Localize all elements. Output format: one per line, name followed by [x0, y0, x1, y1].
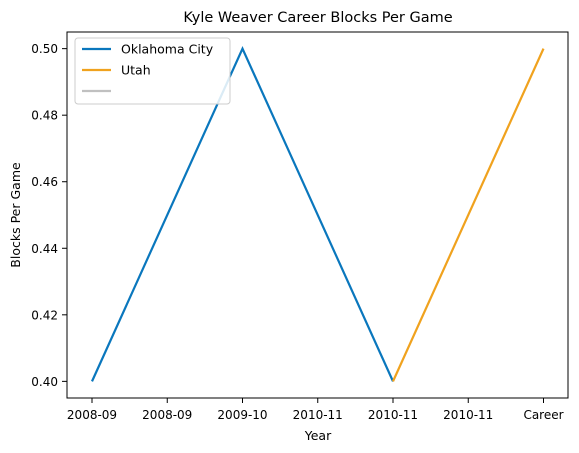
y-tick-label: 0.40: [31, 375, 58, 389]
chart-title: Kyle Weaver Career Blocks Per Game: [183, 10, 452, 26]
series-line-1: [391, 48, 545, 382]
legend-frame: [74, 37, 231, 105]
x-tick-label: 2010-11: [293, 408, 343, 422]
y-tick-label: 0.46: [31, 175, 58, 189]
y-tick-label: 0.48: [31, 109, 58, 123]
x-axis-label: Year: [304, 428, 332, 443]
x-tick-label: 2008-09: [142, 408, 192, 422]
x-tick-label: 2009-10: [217, 408, 267, 422]
plot-lines: [90, 45, 545, 382]
y-axis: 0.40 0.42 0.44 0.46 0.48 0.50: [31, 42, 67, 389]
y-tick-label: 0.50: [31, 42, 58, 56]
series-line-0: [90, 45, 395, 382]
y-tick-label: 0.44: [31, 242, 58, 256]
x-tick-label: Career: [523, 408, 563, 422]
y-axis-label: Blocks Per Game: [8, 162, 23, 268]
x-tick-label: 2010-11: [443, 408, 493, 422]
x-axis: 2008-09 2008-09 2009-10 2010-11 2010-11 2010-…: [67, 398, 564, 422]
x-tick-label: 2008-09: [67, 408, 117, 422]
legend-label-1: Utah: [121, 63, 151, 78]
legend: Oklahoma City Utah: [74, 37, 231, 105]
y-tick-label: 0.42: [31, 308, 58, 322]
x-tick-label: 2010-11: [368, 408, 418, 422]
legend-label-0: Oklahoma City: [121, 42, 214, 57]
